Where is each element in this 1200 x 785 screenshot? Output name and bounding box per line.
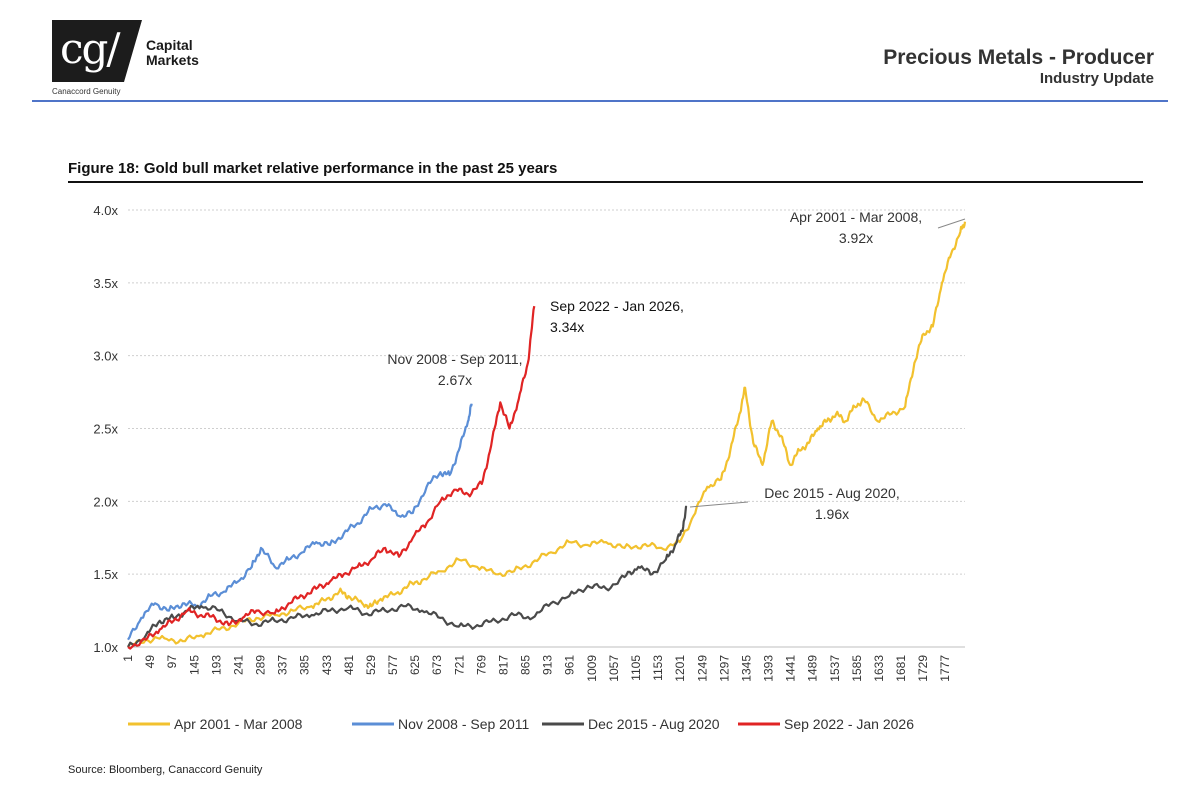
x-tick-label: 1729 — [916, 655, 930, 682]
logo-name: Capital Markets — [146, 37, 199, 68]
x-tick-label: 625 — [408, 655, 422, 675]
x-tick-label: 1537 — [828, 655, 842, 682]
x-tick-label: 289 — [254, 655, 268, 675]
x-tick-label: 721 — [452, 655, 466, 675]
x-tick-label: 817 — [496, 655, 510, 675]
series-line-3 — [127, 505, 688, 648]
annotation-3-line-2: 2.67x — [438, 372, 472, 388]
source-note: Source: Bloomberg, Canaccord Genuity — [68, 764, 263, 776]
legend-label-1: Apr 2001 - Mar 2008 — [174, 716, 303, 732]
x-tick-label: 577 — [386, 655, 400, 675]
annotation-1-line-2: 3.92x — [839, 230, 873, 246]
x-tick-label: 481 — [342, 655, 356, 675]
figure-rule — [68, 181, 1143, 183]
x-tick-label: 49 — [143, 655, 157, 669]
logo-subtitle: Canaccord Genuity — [52, 87, 121, 96]
annotation-2-line-2: 3.34x — [550, 319, 584, 335]
report-subtitle: Industry Update — [1039, 70, 1154, 87]
header-rule — [32, 100, 1168, 102]
x-tick-label: 193 — [209, 655, 223, 675]
annotation-4-line-2: 1.96x — [815, 506, 849, 522]
annotation-leader-1 — [937, 218, 966, 229]
x-tick-label: 385 — [298, 655, 312, 675]
x-tick-label: 337 — [276, 655, 290, 675]
x-tick-label: 1345 — [739, 655, 753, 682]
figure-title: Figure 18: Gold bull market relative per… — [68, 160, 558, 177]
legend-label-3: Dec 2015 - Aug 2020 — [588, 716, 720, 732]
x-tick-label: 1 — [121, 655, 135, 662]
y-tick-label: 1.5x — [93, 567, 118, 582]
legend-label-2: Nov 2008 - Sep 2011 — [398, 716, 529, 732]
x-tick-label: 673 — [430, 655, 444, 675]
annotation-3-line-1: Nov 2008 - Sep 2011, — [387, 351, 522, 367]
series-line-2 — [127, 403, 473, 641]
x-tick-label: 769 — [474, 655, 488, 675]
y-tick-label: 4.0x — [93, 203, 118, 218]
legend-label-4: Sep 2022 - Jan 2026 — [784, 716, 914, 732]
y-tick-label: 3.5x — [93, 276, 118, 291]
x-tick-label: 1057 — [607, 655, 621, 682]
x-tick-label: 1297 — [717, 655, 731, 682]
x-tick-label: 1009 — [585, 655, 599, 682]
annotation-2-line-1: Sep 2022 - Jan 2026, — [550, 298, 684, 314]
report-title: Precious Metals - Producer — [883, 46, 1154, 69]
x-tick-label: 433 — [320, 655, 334, 675]
x-tick-label: 1489 — [806, 655, 820, 682]
x-tick-label: 1585 — [850, 655, 864, 682]
series-line-1 — [127, 221, 967, 648]
x-tick-label: 1681 — [894, 655, 908, 682]
x-tick-label: 1777 — [938, 655, 952, 682]
x-tick-label: 961 — [563, 655, 577, 675]
x-tick-label: 97 — [165, 655, 179, 669]
x-tick-label: 241 — [231, 655, 245, 675]
x-tick-label: 1153 — [651, 655, 665, 681]
annotation-4-line-1: Dec 2015 - Aug 2020, — [764, 485, 899, 501]
x-tick-label: 1393 — [762, 655, 776, 682]
x-tick-label: 1201 — [673, 655, 687, 682]
y-tick-label: 3.0x — [93, 349, 118, 364]
x-tick-label: 145 — [187, 655, 201, 675]
x-tick-label: 1633 — [872, 655, 886, 682]
y-tick-label: 1.0x — [93, 640, 118, 655]
annotation-1-line-1: Apr 2001 - Mar 2008, — [790, 209, 922, 225]
canaccord-logo: cg/ — [52, 20, 142, 82]
x-tick-label: 913 — [541, 655, 555, 675]
x-tick-label: 1441 — [784, 655, 798, 682]
x-tick-label: 529 — [364, 655, 378, 675]
x-tick-label: 865 — [519, 655, 533, 675]
x-tick-label: 1105 — [629, 655, 643, 681]
y-tick-label: 2.5x — [93, 422, 118, 437]
series-line-4 — [127, 305, 536, 650]
logo-mark: cg/ — [60, 24, 121, 73]
x-tick-label: 1249 — [695, 655, 709, 682]
annotation-leader-4 — [689, 501, 749, 508]
y-tick-label: 2.0x — [93, 494, 118, 509]
